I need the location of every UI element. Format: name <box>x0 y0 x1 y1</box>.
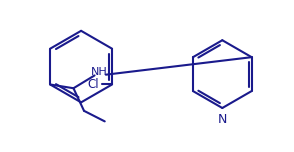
Text: Cl: Cl <box>88 78 99 91</box>
Text: N: N <box>218 112 227 126</box>
Text: NH: NH <box>91 67 107 77</box>
